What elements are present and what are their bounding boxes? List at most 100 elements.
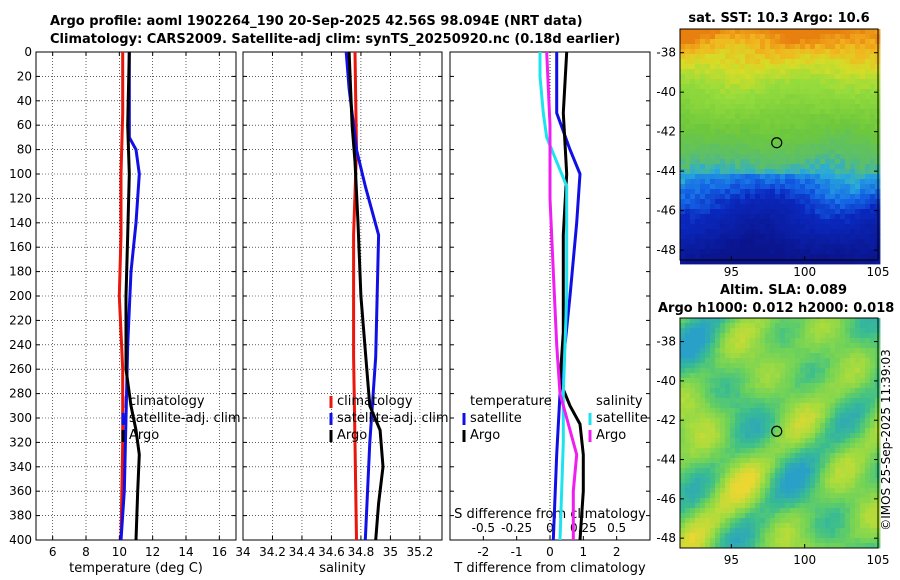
sst_map-cell: [730, 144, 736, 150]
sst_map-cell: [780, 64, 786, 70]
sst_map-cell: [795, 49, 801, 55]
sst_map-cell: [820, 139, 826, 145]
sst_map-cell: [845, 249, 851, 255]
sst_map-cell: [725, 204, 731, 210]
sla_map-cell: [845, 423, 851, 429]
sst_map-cell: [785, 184, 791, 190]
sla_map-cell: [790, 403, 796, 409]
sst_map-cell: [730, 54, 736, 60]
sst_map-cell: [865, 104, 871, 110]
sst_map-cell: [860, 179, 866, 185]
sla_map-cell: [715, 368, 721, 374]
sst_map-cell: [815, 129, 821, 135]
sla_map-cell: [765, 358, 771, 364]
sla_map-cell: [835, 488, 841, 494]
sla_map-cell: [745, 513, 751, 519]
sst_map-cell: [685, 189, 691, 195]
sst_map-cell: [830, 244, 836, 250]
sla_map-cell: [680, 433, 686, 439]
sst_map-cell: [785, 169, 791, 175]
sla_map-cell: [825, 543, 831, 549]
sla_map-cell: [705, 403, 711, 409]
sla_map-cell: [770, 513, 776, 519]
sst_map-cell: [845, 99, 851, 105]
sst_map-cell: [815, 34, 821, 40]
sla_map-cell: [745, 368, 751, 374]
sst_map-cell: [770, 149, 776, 155]
sst_map-cell: [775, 154, 781, 160]
sst_map-cell: [780, 134, 786, 140]
sla_map-cell: [770, 318, 776, 324]
sla_map-cell: [775, 453, 781, 459]
sst_map-cell: [780, 129, 786, 135]
sla_map-cell: [680, 353, 686, 359]
sst_map-cell: [795, 194, 801, 200]
sst_map-cell: [860, 124, 866, 130]
sst_map-cell: [815, 169, 821, 175]
sst_map-cell: [860, 239, 866, 245]
sla_map-cell: [760, 513, 766, 519]
sla_map-cell: [690, 433, 696, 439]
sst_map-cell: [860, 254, 866, 260]
sla_map-cell: [805, 453, 811, 459]
sst_map-cell: [710, 199, 716, 205]
sst_map-cell: [695, 234, 701, 240]
sla_map-cell: [870, 323, 876, 329]
sla_map-cell: [680, 318, 686, 324]
sla_map-cell: [725, 323, 731, 329]
sst_map-cell: [795, 154, 801, 160]
sla_map-cell: [840, 398, 846, 404]
sla_map-cell: [785, 453, 791, 459]
sst_map-cell: [815, 109, 821, 115]
sst_map-cell: [825, 34, 831, 40]
sst_map-cell: [730, 104, 736, 110]
sst_map-cell: [765, 159, 771, 165]
sst_map-cell: [790, 74, 796, 80]
sst_map-cell: [865, 144, 871, 150]
sla_map-cell: [790, 538, 796, 544]
sst_map-cell: [690, 109, 696, 115]
sst_map-cell: [845, 219, 851, 225]
sst_map-cell: [805, 234, 811, 240]
sla_map-cell: [825, 538, 831, 544]
sla_map-cell: [795, 498, 801, 504]
sst_map-cell: [820, 144, 826, 150]
sst_map-cell: [835, 164, 841, 170]
sla_map-cell: [855, 523, 861, 529]
sst_map-cell: [820, 159, 826, 165]
sla_map-cell: [845, 518, 851, 524]
sst_map-cell: [810, 234, 816, 240]
sst_map-cell: [720, 194, 726, 200]
sst_map-cell: [855, 99, 861, 105]
sst_map-cell: [840, 44, 846, 50]
sst_map-cell: [770, 184, 776, 190]
sst_map-cell: [730, 209, 736, 215]
sst_map-cell: [760, 204, 766, 210]
sla_map-cell: [800, 408, 806, 414]
sst_map-cell: [720, 29, 726, 35]
sst_map-cell: [805, 184, 811, 190]
sla_map-cell: [795, 423, 801, 429]
sla_map-cell: [730, 498, 736, 504]
sst_map-cell: [715, 64, 721, 70]
sst_map-cell: [735, 169, 741, 175]
sst_map-cell: [685, 194, 691, 200]
sla_map-cell: [715, 398, 721, 404]
sst_map-cell: [870, 134, 876, 140]
sla_map-cell: [815, 363, 821, 369]
sst_map-cell: [750, 159, 756, 165]
sla_map-cell: [725, 433, 731, 439]
sla_map-cell: [835, 403, 841, 409]
sla_map-cell: [780, 543, 786, 549]
sla_map-cell: [835, 433, 841, 439]
sla_map-cell: [715, 323, 721, 329]
sla_map-cell: [805, 363, 811, 369]
sla_map-cell: [690, 338, 696, 344]
sla_map-cell: [820, 498, 826, 504]
sla_map-cell: [685, 338, 691, 344]
sla_map-cell: [710, 458, 716, 464]
sla_map-cell: [860, 358, 866, 364]
sst_map-cell: [800, 259, 806, 265]
sst_map-cell: [785, 209, 791, 215]
sst_map-cell: [780, 74, 786, 80]
